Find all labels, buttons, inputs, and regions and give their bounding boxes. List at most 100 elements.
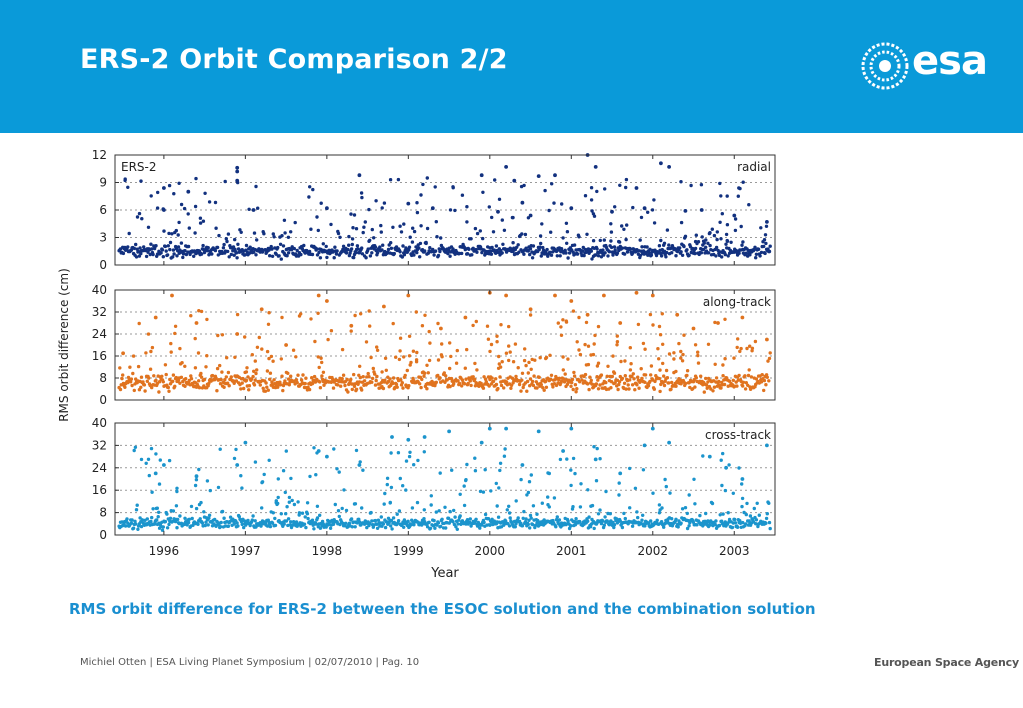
point-along-track bbox=[297, 314, 302, 318]
point-cross-track bbox=[132, 448, 136, 453]
point-radial bbox=[321, 242, 325, 246]
point-along-track bbox=[721, 374, 725, 378]
point-cross-track bbox=[765, 512, 769, 516]
point-radial bbox=[646, 210, 650, 214]
panel-frame-along-track bbox=[114, 289, 776, 401]
point-along-track bbox=[258, 383, 262, 387]
point-radial bbox=[176, 233, 180, 237]
point-along-track bbox=[357, 380, 362, 384]
point-along-track bbox=[623, 374, 627, 378]
outlier-radial-12 bbox=[496, 209, 500, 214]
point-cross-track bbox=[457, 518, 461, 522]
point-cross-track bbox=[286, 517, 291, 521]
point-radial bbox=[545, 247, 549, 252]
point-radial bbox=[170, 232, 174, 236]
point-radial bbox=[278, 242, 283, 246]
point-radial bbox=[428, 246, 432, 250]
point-radial bbox=[694, 233, 698, 237]
point-radial bbox=[740, 243, 744, 247]
point-along-track bbox=[629, 362, 633, 366]
point-cross-track bbox=[664, 484, 668, 489]
point-along-track bbox=[583, 372, 588, 377]
point-cross-track bbox=[222, 516, 226, 520]
point-cross-track bbox=[396, 451, 401, 455]
point-along-track bbox=[218, 382, 223, 386]
point-cross-track bbox=[444, 526, 448, 530]
point-radial bbox=[359, 191, 364, 195]
point-along-track bbox=[743, 374, 747, 378]
point-cross-track bbox=[235, 521, 239, 525]
point-along-track bbox=[386, 379, 391, 384]
point-along-track bbox=[160, 374, 164, 378]
point-cross-track bbox=[175, 486, 179, 490]
point-cross-track bbox=[171, 509, 176, 513]
point-cross-track bbox=[302, 522, 307, 526]
point-radial bbox=[759, 226, 763, 230]
point-radial bbox=[522, 252, 526, 256]
point-radial bbox=[363, 220, 367, 224]
point-cross-track bbox=[347, 521, 352, 525]
outlier-along-track-5 bbox=[259, 307, 264, 312]
point-radial bbox=[595, 189, 599, 194]
point-cross-track bbox=[481, 490, 486, 494]
point-radial bbox=[439, 236, 443, 240]
point-cross-track bbox=[125, 517, 129, 521]
point-along-track bbox=[589, 353, 593, 357]
point-along-track bbox=[572, 370, 576, 375]
point-along-track bbox=[651, 323, 655, 327]
point-along-track bbox=[409, 360, 413, 365]
point-along-track bbox=[391, 381, 395, 386]
point-radial bbox=[652, 221, 657, 225]
point-cross-track bbox=[287, 495, 292, 500]
point-along-track bbox=[541, 386, 545, 390]
point-along-track bbox=[401, 386, 405, 390]
point-radial bbox=[159, 251, 163, 255]
point-along-track bbox=[343, 383, 347, 388]
point-along-track bbox=[147, 376, 151, 380]
point-cross-track bbox=[670, 517, 674, 521]
point-cross-track bbox=[289, 520, 293, 524]
point-along-track bbox=[354, 387, 359, 391]
point-along-track bbox=[341, 373, 346, 377]
point-radial bbox=[763, 233, 768, 237]
point-radial bbox=[165, 253, 170, 257]
outlier-radial-26 bbox=[667, 165, 671, 169]
point-cross-track bbox=[454, 525, 458, 529]
point-radial bbox=[161, 255, 165, 259]
point-cross-track bbox=[253, 460, 258, 464]
point-cross-track bbox=[220, 509, 225, 514]
point-along-track bbox=[358, 364, 362, 368]
point-radial bbox=[704, 238, 708, 242]
point-radial bbox=[418, 241, 423, 246]
outlier-along-track-19 bbox=[585, 312, 590, 317]
outlier-cross-track-5 bbox=[316, 449, 321, 453]
point-radial bbox=[541, 245, 545, 250]
point-radial bbox=[224, 237, 228, 241]
point-along-track bbox=[312, 374, 317, 379]
point-along-track bbox=[168, 377, 172, 382]
point-along-track bbox=[767, 356, 772, 361]
point-along-track bbox=[648, 379, 652, 384]
point-along-track bbox=[226, 370, 231, 375]
point-radial bbox=[693, 246, 698, 251]
point-along-track bbox=[658, 333, 663, 337]
point-radial bbox=[647, 251, 651, 255]
point-radial bbox=[737, 186, 741, 190]
point-radial bbox=[176, 245, 181, 249]
point-along-track bbox=[711, 389, 715, 393]
point-along-track bbox=[745, 346, 749, 351]
point-radial bbox=[154, 244, 158, 248]
point-along-track bbox=[383, 356, 388, 360]
point-cross-track bbox=[163, 519, 168, 524]
point-along-track bbox=[490, 376, 494, 380]
point-along-track bbox=[454, 361, 459, 365]
point-cross-track bbox=[270, 521, 275, 525]
point-cross-track bbox=[175, 526, 179, 530]
point-radial bbox=[417, 246, 421, 250]
point-along-track bbox=[173, 331, 177, 336]
point-radial bbox=[336, 231, 341, 236]
point-along-track bbox=[196, 351, 201, 355]
point-along-track bbox=[139, 385, 143, 389]
point-cross-track bbox=[304, 525, 308, 530]
point-cross-track bbox=[733, 517, 737, 522]
